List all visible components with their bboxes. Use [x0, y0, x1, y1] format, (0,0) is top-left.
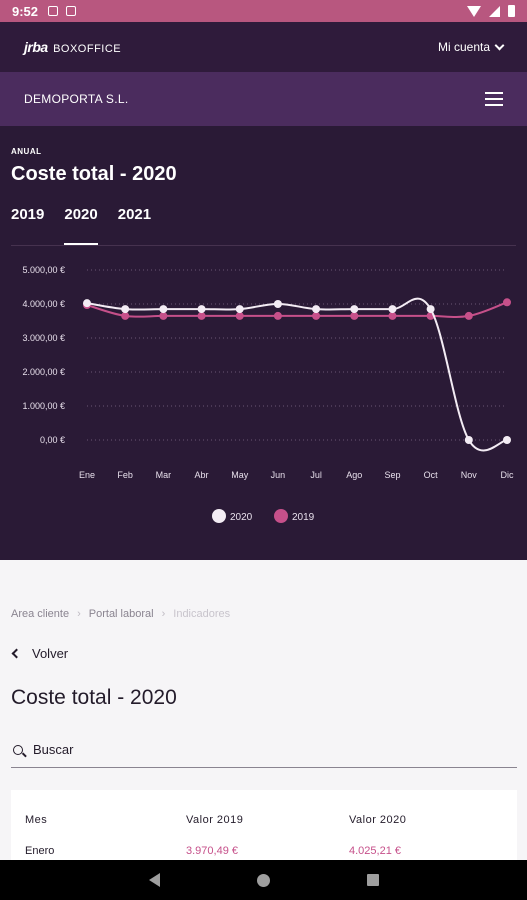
data-point-2019 [197, 311, 206, 320]
cell-value-2020: 4.025,21 € [349, 845, 401, 857]
logo-text: BOXOFFICE [53, 43, 122, 55]
signal-icon [489, 5, 500, 17]
page-title: Coste total - 2020 [11, 686, 177, 709]
x-tick-label: Ago [346, 470, 362, 480]
data-point-2019 [388, 311, 397, 320]
search-icon [13, 744, 23, 755]
company-bar: DEMOPORTA S.L. [0, 72, 527, 126]
legend-swatch-2020 [212, 509, 226, 523]
data-point-2020 [464, 436, 473, 444]
breadcrumb-separator: › [161, 608, 166, 620]
year-tabs: 2019 2020 2021 [11, 206, 151, 245]
x-tick-label: Abr [195, 470, 209, 480]
breadcrumb-separator: › [77, 608, 81, 620]
account-menu-button[interactable]: Mi cuenta [437, 40, 505, 54]
breadcrumb-item-portal-laboral[interactable]: Portal laboral [88, 608, 154, 620]
data-point-2019 [159, 311, 168, 320]
legend-swatch-2019 [274, 509, 288, 523]
column-header-valor-2019[interactable]: Valor 2019 [186, 814, 244, 826]
table-header: Mes Valor 2019 Valor 2020 [25, 814, 499, 826]
x-tick-label: Jul [310, 470, 322, 480]
chart-panel: ANUAL Coste total - 2020 2019 2020 2021 … [0, 126, 527, 560]
x-tick-label: Mar [156, 470, 172, 480]
data-point-2020 [273, 300, 282, 308]
system-navigation-bar [0, 860, 527, 900]
home-icon[interactable] [256, 873, 270, 887]
company-name: DEMOPORTA S.L. [24, 92, 129, 106]
status-time: 9:52 [12, 3, 39, 19]
line-chart: 5.000,00 € 4.000,00 € 3.000,00 € 2.000,00 €… [22, 265, 514, 523]
tab-year-2020[interactable]: 2020 [64, 206, 99, 245]
column-header-mes[interactable]: Mes [25, 814, 48, 826]
data-point-2019 [464, 311, 473, 320]
x-tick-label: Dic [501, 470, 514, 480]
y-tick-label: 1.000,00 € [22, 401, 65, 411]
back-label: Volver [32, 646, 69, 661]
data-point-2020 [426, 305, 435, 314]
legend-label-2019: 2019 [292, 512, 315, 523]
data-point-2020 [83, 299, 91, 308]
data-point-2020 [121, 305, 130, 314]
notification-icon-2 [66, 6, 77, 16]
menu-icon[interactable] [485, 92, 503, 106]
notification-icon [48, 6, 59, 16]
breadcrumb: Area cliente › Portal laboral › Indicado… [11, 608, 230, 620]
y-tick-label: 5.000,00 € [22, 265, 65, 275]
recent-apps-icon[interactable] [366, 874, 379, 886]
y-tick-label: 3.000,00 € [22, 333, 65, 343]
data-point-2020 [159, 305, 168, 314]
back-button[interactable]: Volver [11, 646, 69, 661]
data-point-2019 [235, 311, 244, 320]
chart-title: Coste total - 2020 [11, 163, 177, 185]
data-point-2020 [312, 305, 321, 314]
x-tick-label: Nov [461, 470, 478, 480]
main-content: Area cliente › Portal laboral › Indicado… [0, 560, 527, 880]
wifi-icon [467, 5, 481, 17]
x-tick-label: May [231, 470, 249, 480]
data-point-2019 [312, 311, 321, 320]
table-row: Enero 3.970,49 € 4.025,21 € [25, 845, 499, 857]
data-point-2020 [503, 436, 511, 444]
chevron-down-icon [494, 40, 505, 50]
y-tick-label: 4.000,00 € [22, 299, 65, 309]
chart-kicker: ANUAL [11, 147, 42, 156]
breadcrumb-item-indicadores: Indicadores [173, 608, 231, 620]
column-header-valor-2020[interactable]: Valor 2020 [349, 814, 407, 826]
tabs-divider [11, 245, 516, 246]
tab-year-2021[interactable]: 2021 [117, 206, 152, 223]
breadcrumb-item-area-cliente[interactable]: Area cliente [11, 608, 70, 620]
cell-value-2019: 3.970,49 € [186, 845, 238, 857]
y-tick-label: 0,00 € [40, 435, 65, 445]
x-tick-label: Sep [384, 470, 400, 480]
x-tick-label: Ene [79, 470, 95, 480]
chevron-left-icon [11, 648, 22, 659]
data-point-2019 [503, 298, 511, 307]
data-point-2019 [121, 311, 130, 320]
y-tick-label: 2.000,00 € [22, 367, 65, 377]
x-tick-label: Feb [117, 470, 133, 480]
data-point-2019 [350, 311, 359, 320]
data-point-2020 [350, 305, 359, 314]
search-bar [11, 732, 517, 768]
data-point-2020 [197, 305, 206, 314]
battery-icon [508, 5, 515, 17]
x-tick-label: Oct [424, 470, 439, 480]
brand-logo[interactable]: jrba BOXOFFICE [24, 39, 121, 55]
x-tick-label: Jun [271, 470, 286, 480]
data-point-2020 [388, 305, 397, 314]
tab-year-2019[interactable]: 2019 [11, 206, 45, 223]
data-point-2020 [235, 305, 244, 314]
status-bar: 9:52 [0, 0, 527, 22]
back-icon[interactable] [148, 873, 160, 887]
legend-label-2020: 2020 [230, 512, 253, 523]
cell-month: Enero [25, 845, 55, 857]
search-input[interactable] [33, 742, 473, 757]
logo-mark: jrba [24, 39, 48, 55]
top-navigation: jrba BOXOFFICE Mi cuenta [0, 22, 527, 72]
data-point-2019 [273, 311, 282, 320]
series-line-2020 [86, 297, 508, 452]
account-label: Mi cuenta [437, 40, 490, 54]
